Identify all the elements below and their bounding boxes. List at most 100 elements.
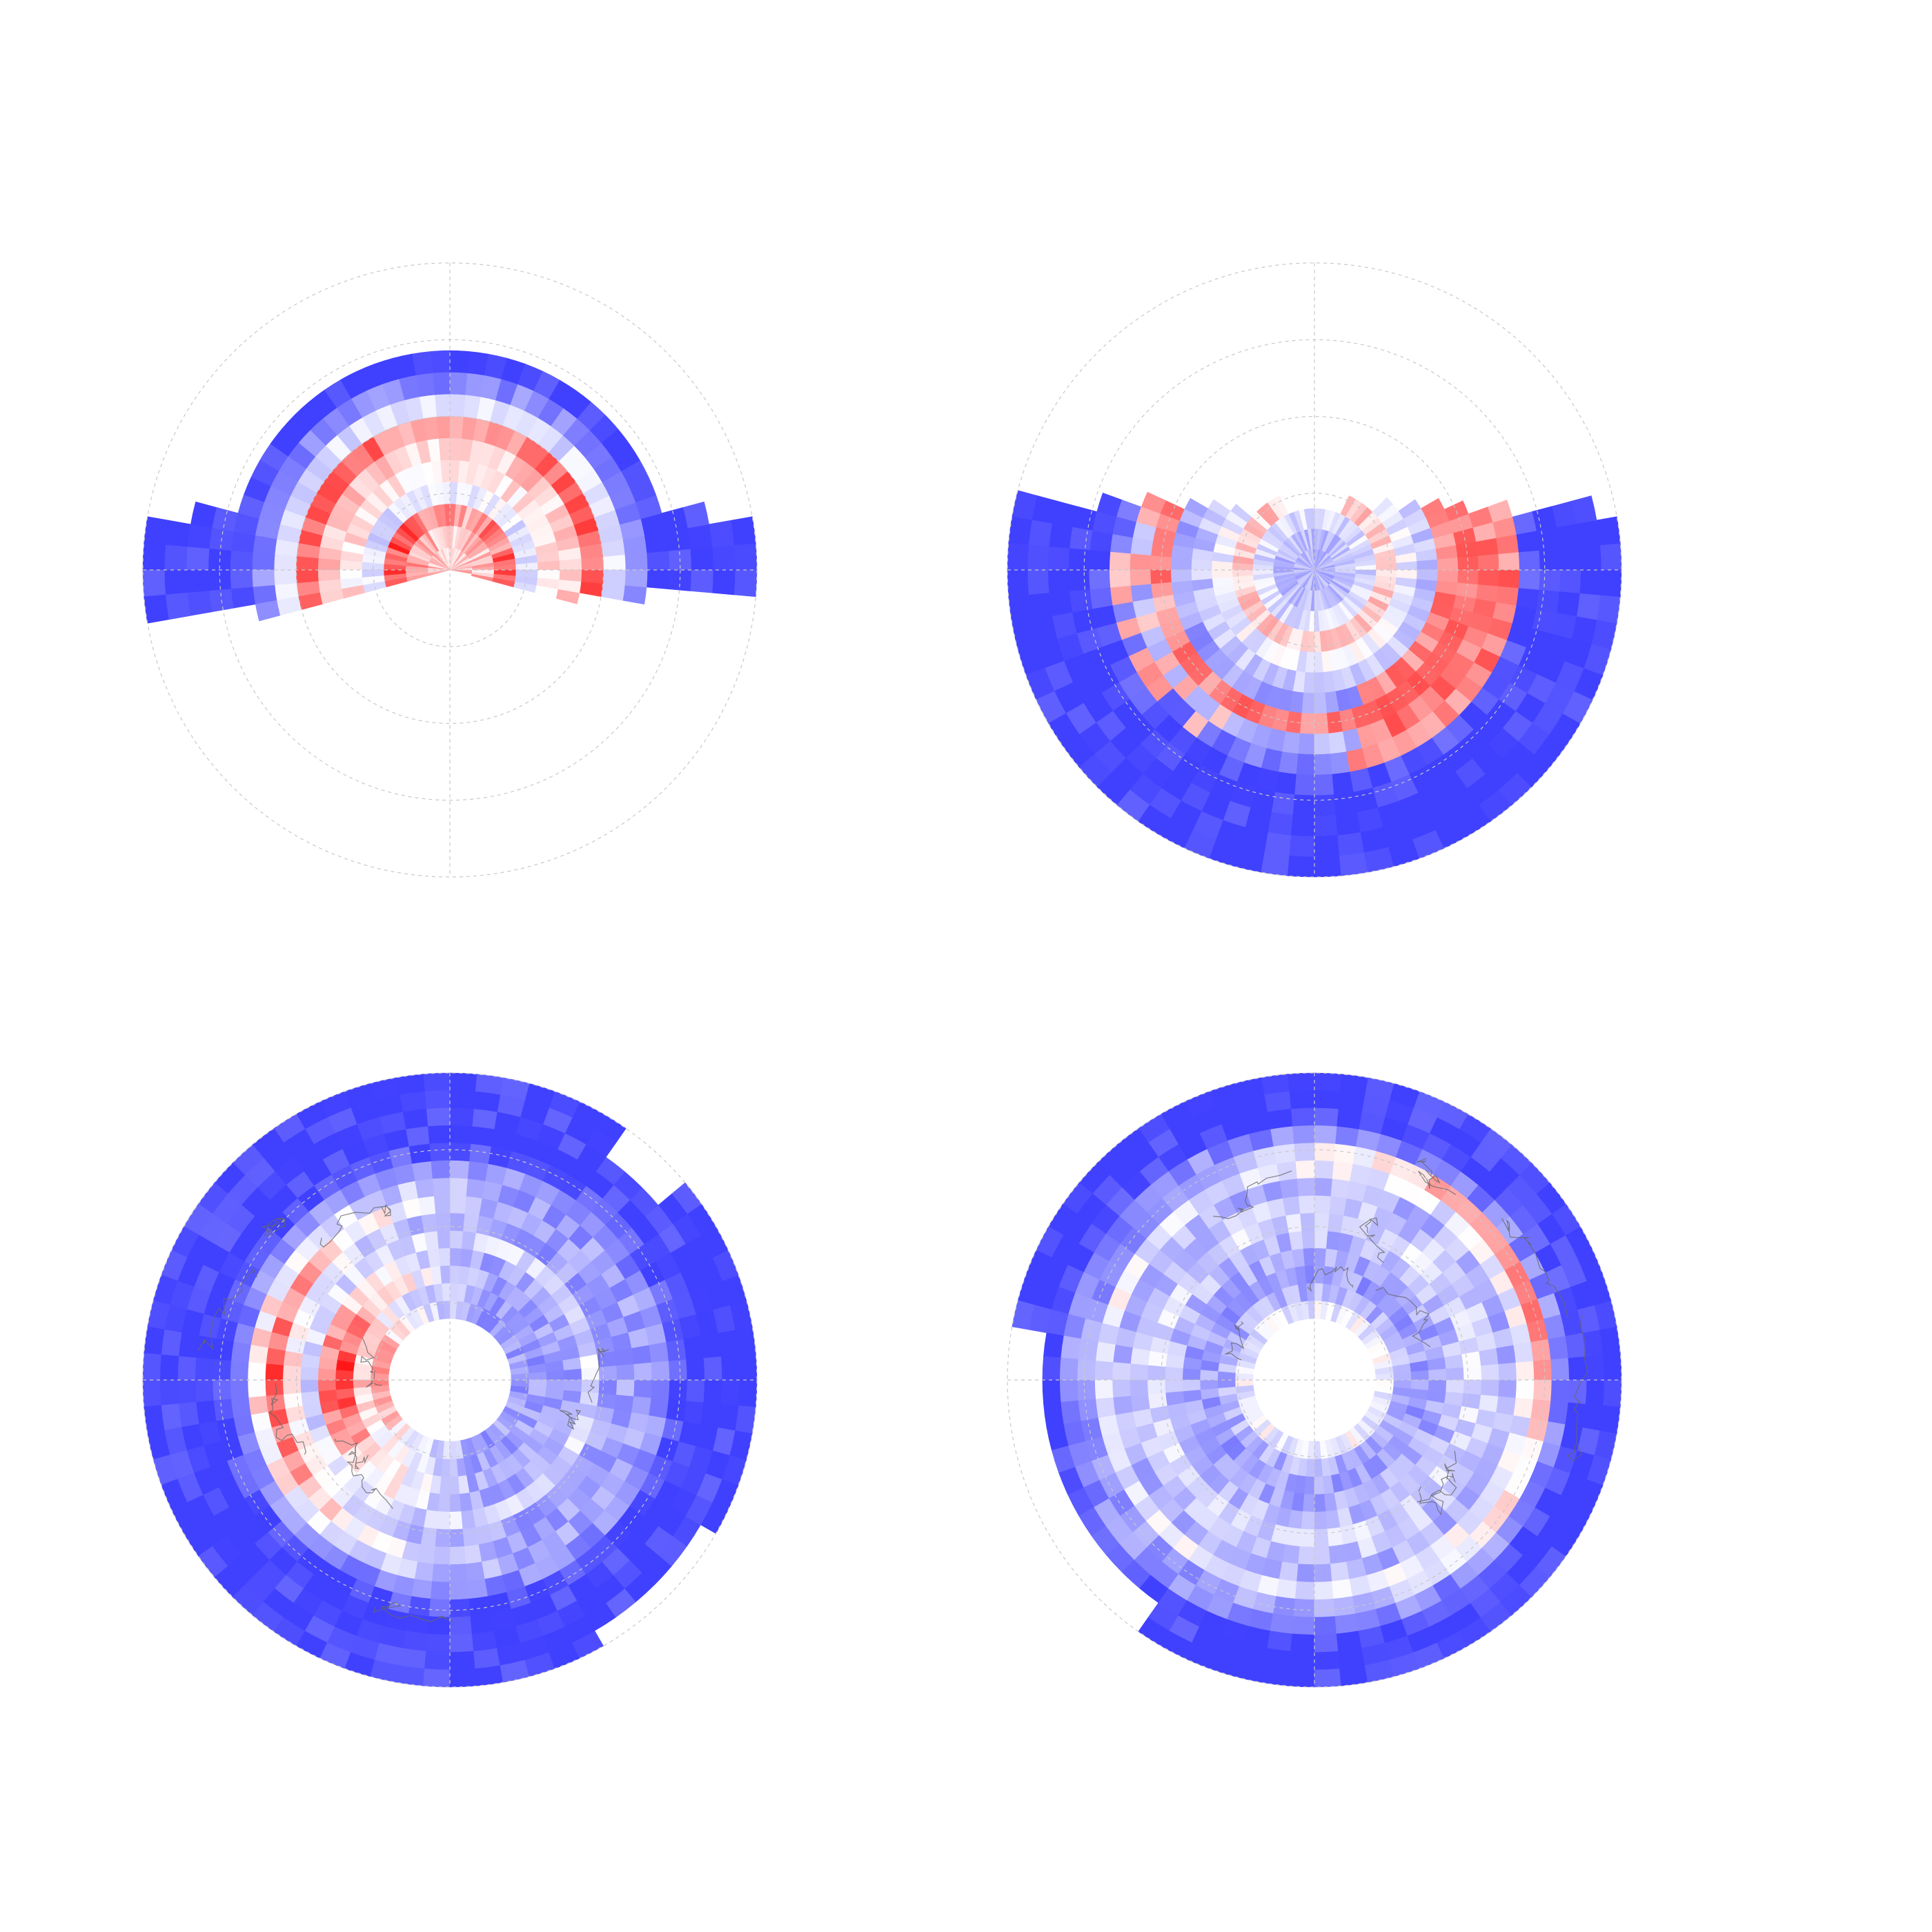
heatmap-cell xyxy=(402,1630,428,1651)
heatmap-cell xyxy=(449,460,460,483)
coastline xyxy=(1225,1321,1244,1361)
grid-circle xyxy=(295,1225,604,1535)
coastline xyxy=(559,1409,581,1430)
heatmap-cell xyxy=(179,1332,200,1359)
heatmap-cell xyxy=(1305,1458,1315,1477)
heatmap-cell xyxy=(1297,1563,1315,1582)
heatmap-cell xyxy=(1289,1650,1315,1670)
heatmap-cell xyxy=(1042,1379,1062,1404)
heatmap-cell xyxy=(1556,523,1580,549)
heatmap-cell xyxy=(164,544,188,571)
heatmap-cell xyxy=(1314,1650,1340,1670)
heatmap-cell xyxy=(1290,1633,1315,1653)
heatmap-cell xyxy=(1512,1341,1533,1363)
heatmap-cell xyxy=(1530,1339,1551,1361)
heatmap-cell xyxy=(1579,544,1601,571)
heatmap-cell xyxy=(1314,691,1328,714)
heatmap-cell xyxy=(1599,542,1622,571)
coastline xyxy=(1416,1158,1457,1195)
coastline xyxy=(1375,1287,1431,1348)
heatmap-cell xyxy=(1445,1379,1464,1394)
heatmap-cell xyxy=(1267,1109,1293,1130)
heatmap-cell xyxy=(195,1379,215,1403)
heatmap-cell xyxy=(1212,560,1234,571)
heatmap-cell xyxy=(602,569,626,586)
heatmap-cell xyxy=(1314,1230,1328,1250)
heatmap-cell xyxy=(449,1650,475,1670)
heatmap-cell xyxy=(1314,793,1337,816)
heatmap-cell xyxy=(179,1401,200,1428)
heatmap-cell xyxy=(1293,1143,1315,1162)
heatmap-cell xyxy=(1297,1178,1315,1197)
heatmap-cell xyxy=(449,1178,468,1197)
heatmap-cell xyxy=(1559,569,1581,593)
heatmap-cell xyxy=(1515,1360,1535,1381)
heatmap-cell xyxy=(449,1615,473,1635)
heatmap-cell xyxy=(1547,1335,1568,1360)
heatmap-cell xyxy=(434,394,451,417)
heatmap-cell xyxy=(700,1332,721,1359)
heatmap-cell xyxy=(1294,773,1315,796)
heatmap-cell xyxy=(248,1344,269,1365)
heatmap-cell xyxy=(1061,1335,1082,1360)
heatmap-cell xyxy=(687,524,713,549)
heatmap-cell xyxy=(449,1493,462,1512)
heatmap-cell xyxy=(1495,585,1519,606)
heatmap-cell xyxy=(449,437,462,462)
heatmap-cell xyxy=(511,1379,529,1388)
heatmap-cell xyxy=(449,1283,459,1302)
heatmap-cell xyxy=(1518,550,1540,571)
grid-circle xyxy=(1160,1225,1469,1535)
heatmap-cell xyxy=(1585,1354,1604,1381)
heatmap-cell xyxy=(1059,1379,1079,1403)
heatmap-cell xyxy=(1298,1546,1315,1565)
heatmap-cell xyxy=(1602,1352,1622,1381)
heatmap-cell xyxy=(1165,1366,1184,1381)
heatmap-cell xyxy=(473,1091,501,1113)
heatmap-cell xyxy=(685,1357,705,1381)
heatmap-cell xyxy=(1392,1379,1412,1389)
heatmap-cell xyxy=(537,569,560,580)
heatmap-cell xyxy=(1314,1546,1331,1565)
heatmap-cell xyxy=(195,1357,215,1381)
heatmap-cell xyxy=(1028,593,1053,620)
heatmap-cell xyxy=(441,1458,451,1477)
heatmap-cell xyxy=(161,1329,183,1357)
heatmap-cell xyxy=(1495,1344,1516,1365)
heatmap-cell xyxy=(1276,1161,1297,1182)
heatmap-cell xyxy=(1602,1379,1622,1408)
heatmap-cell xyxy=(1314,1598,1336,1617)
heatmap-cell xyxy=(408,1143,431,1165)
heatmap-cell xyxy=(1314,1283,1323,1302)
heatmap-cell xyxy=(1314,1668,1342,1688)
heatmap-cell xyxy=(730,516,756,546)
heatmap-cell xyxy=(1070,526,1093,551)
heatmap-cell xyxy=(1059,1357,1079,1381)
coastline xyxy=(346,1446,393,1509)
polar-grid xyxy=(142,1072,758,1688)
heatmap-cell xyxy=(422,1668,451,1688)
heatmap-cell xyxy=(300,1366,319,1381)
heatmap-cell xyxy=(252,552,276,571)
heatmap-cell xyxy=(449,1072,477,1092)
heatmap-cell xyxy=(1130,569,1152,586)
heatmap-cell xyxy=(1287,1072,1315,1092)
heatmap-cell xyxy=(1043,1401,1065,1428)
heatmap-cell xyxy=(424,1650,451,1670)
heatmap-cell xyxy=(424,1090,451,1110)
heatmap-cell xyxy=(733,569,758,598)
heatmap-cell xyxy=(1287,1668,1315,1688)
heatmap-cell xyxy=(449,1598,471,1617)
heatmap-cell xyxy=(1314,1195,1331,1214)
heatmap-cell xyxy=(1314,1248,1326,1267)
heatmap-cell xyxy=(449,1230,464,1250)
heatmap-cell xyxy=(187,591,213,616)
heatmap-cell xyxy=(1094,1360,1114,1381)
heatmap-cell xyxy=(1314,733,1331,755)
heatmap-cell xyxy=(1292,793,1315,816)
heatmap-cell xyxy=(1567,1379,1587,1404)
heatmap-cell xyxy=(1267,1630,1293,1651)
heatmap-cell xyxy=(717,1329,739,1357)
heatmap-cell xyxy=(1375,1379,1394,1388)
